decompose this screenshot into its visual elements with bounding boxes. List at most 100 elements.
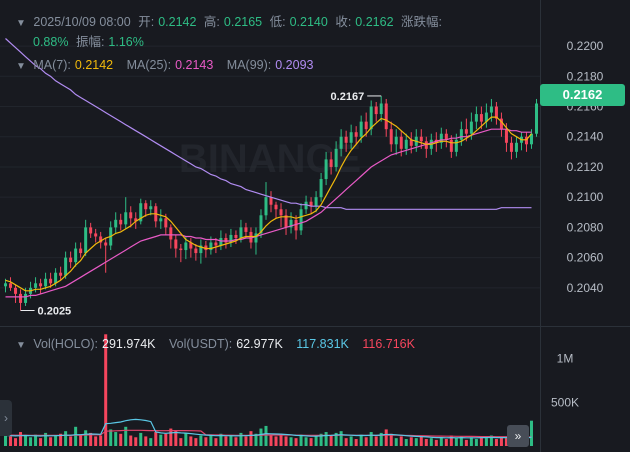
candle-body	[129, 212, 133, 219]
change-value: 0.88%	[33, 35, 69, 49]
price-axis: 0.22000.21800.21600.21400.21200.21000.20…	[567, 39, 604, 295]
volume-bar	[394, 438, 398, 446]
vol-caret-icon[interactable]: ▼	[16, 340, 26, 351]
volume-bar	[529, 420, 533, 446]
ma-legend: ▼ MA(7): 0.2142 MA(25): 0.2143 MA(99): 0.20…	[16, 58, 317, 72]
scroll-to-latest-icon[interactable]: »	[507, 425, 529, 447]
volume-bar	[324, 432, 328, 446]
candle-body	[199, 245, 203, 254]
volume-tick-label: 500K	[551, 395, 579, 409]
hilo-annotations: 0.2167 0.2025	[20, 91, 382, 317]
candle-body	[254, 233, 258, 243]
volume-bar	[34, 434, 38, 446]
open-label: 开:	[138, 15, 155, 29]
candle-body	[474, 114, 478, 122]
volume-bar	[429, 438, 433, 446]
volume-bar	[339, 431, 343, 446]
current-price-tag: 0.2162	[540, 84, 625, 106]
candle-body	[484, 112, 488, 122]
ma7-line	[5, 116, 532, 292]
volume-bar	[239, 432, 243, 446]
volume-bar	[444, 439, 448, 446]
volume-bar	[29, 437, 33, 446]
candle-body	[274, 204, 278, 210]
volume-bar	[484, 438, 488, 446]
candles-group	[4, 95, 538, 311]
volume-bar	[449, 435, 453, 446]
candle-body	[364, 121, 368, 130]
volume-bar	[104, 334, 108, 446]
volume-bar	[464, 439, 468, 446]
watermark: BINANCE	[179, 137, 361, 181]
volume-bar	[184, 432, 188, 446]
volume-bar	[434, 439, 438, 446]
volume-bar	[129, 435, 133, 446]
volume-bar	[384, 429, 388, 446]
volume-bar	[84, 430, 88, 446]
candle-body	[174, 239, 178, 249]
volume-bar	[364, 437, 368, 446]
candle-body	[224, 237, 228, 243]
candle-body	[489, 106, 493, 113]
candle-body	[284, 215, 288, 228]
volume-bar	[359, 434, 363, 446]
candle-body	[24, 293, 28, 303]
candle-body	[4, 283, 8, 287]
volume-bar	[189, 436, 193, 446]
candle-body	[459, 129, 463, 140]
candle-body	[479, 114, 483, 122]
ma99-line	[5, 38, 532, 210]
scroll-left-icon[interactable]: ›	[0, 400, 12, 436]
volume-bar	[329, 435, 333, 446]
volume-bar	[234, 437, 238, 446]
volume-bar	[54, 435, 58, 446]
volume-bar	[399, 436, 403, 446]
vol-ma1-line	[5, 418, 532, 439]
candle-body	[149, 206, 153, 210]
volume-bar	[424, 439, 428, 446]
volume-legend: ▼ Vol(HOLO): 291.974K Vol(USDT): 62.977K 1…	[16, 337, 419, 351]
candle-body	[514, 142, 518, 152]
vol-usdt-value: 62.977K	[236, 337, 283, 351]
volume-bar	[74, 426, 78, 446]
volume-bar	[204, 437, 208, 446]
vol-ma1-value: 117.831K	[296, 337, 349, 351]
volume-bar	[49, 437, 53, 446]
header-date: 2025/10/09 08:00	[33, 15, 131, 29]
candle-body	[74, 248, 78, 263]
candle-body	[464, 129, 468, 134]
volume-bar	[314, 436, 318, 446]
collapse-caret-icon[interactable]: ▼	[16, 18, 26, 29]
volume-bars-group	[4, 334, 533, 446]
price-tick-label: 0.2200	[567, 39, 604, 53]
price-tick-label: 0.2080	[567, 220, 604, 234]
candle-body	[444, 133, 448, 140]
low-annotation: 0.2025	[38, 305, 72, 317]
candle-body	[184, 242, 188, 251]
candle-body	[134, 218, 138, 222]
candle-body	[39, 283, 43, 287]
candle-body	[94, 233, 98, 237]
volume-bar	[69, 436, 73, 446]
ma99-value: 0.2093	[275, 58, 314, 72]
volume-bar	[24, 435, 28, 446]
volume-bar	[474, 439, 478, 446]
ma-caret-icon[interactable]: ▼	[16, 61, 26, 72]
candle-body	[204, 245, 208, 251]
volume-bar	[349, 436, 353, 446]
candle-body	[424, 141, 428, 149]
volume-bar	[469, 437, 473, 446]
volume-bar	[254, 433, 258, 446]
candle-body	[249, 231, 253, 243]
candle-body	[194, 248, 198, 254]
candle-body	[219, 237, 223, 246]
volume-bar	[224, 436, 228, 446]
price-tick-label: 0.2040	[567, 281, 604, 295]
candle-body	[214, 242, 218, 246]
candle-body	[54, 272, 58, 284]
volume-bar	[414, 438, 418, 446]
volume-bar	[279, 434, 283, 446]
volume-bar	[179, 438, 183, 446]
volume-bar	[209, 434, 213, 446]
volume-bar	[229, 435, 233, 446]
